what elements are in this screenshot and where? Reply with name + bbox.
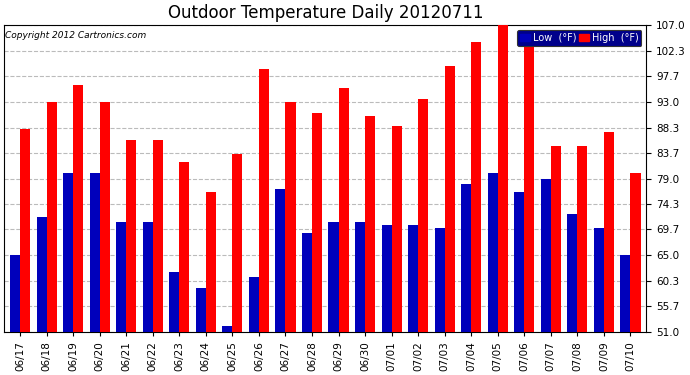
- Bar: [488, 173, 497, 332]
- Bar: [339, 88, 348, 332]
- Bar: [10, 255, 20, 332]
- Bar: [47, 102, 57, 332]
- Bar: [594, 228, 604, 332]
- Bar: [365, 116, 375, 332]
- Bar: [328, 222, 339, 332]
- Bar: [116, 222, 126, 332]
- Text: Copyright 2012 Cartronics.com: Copyright 2012 Cartronics.com: [6, 31, 147, 40]
- Bar: [152, 140, 163, 332]
- Bar: [461, 184, 471, 332]
- Bar: [99, 102, 110, 332]
- Bar: [408, 225, 418, 332]
- Bar: [435, 228, 444, 332]
- Bar: [392, 126, 402, 332]
- Bar: [275, 189, 286, 332]
- Bar: [73, 86, 83, 332]
- Bar: [37, 217, 47, 332]
- Bar: [222, 327, 233, 332]
- Bar: [444, 66, 455, 332]
- Bar: [312, 113, 322, 332]
- Bar: [631, 173, 640, 332]
- Bar: [169, 272, 179, 332]
- Bar: [90, 173, 99, 332]
- Bar: [233, 154, 242, 332]
- Bar: [471, 42, 482, 332]
- Bar: [126, 140, 137, 332]
- Bar: [63, 173, 73, 332]
- Bar: [604, 132, 614, 332]
- Bar: [620, 255, 631, 332]
- Bar: [196, 288, 206, 332]
- Legend: Low  (°F), High  (°F): Low (°F), High (°F): [518, 30, 642, 46]
- Bar: [541, 178, 551, 332]
- Bar: [179, 162, 189, 332]
- Bar: [418, 99, 428, 332]
- Bar: [20, 129, 30, 332]
- Bar: [551, 146, 561, 332]
- Bar: [259, 69, 269, 332]
- Bar: [578, 146, 587, 332]
- Bar: [524, 39, 534, 332]
- Bar: [143, 222, 152, 332]
- Bar: [355, 222, 365, 332]
- Bar: [382, 225, 392, 332]
- Bar: [497, 25, 508, 332]
- Bar: [514, 192, 524, 332]
- Bar: [249, 277, 259, 332]
- Bar: [206, 192, 216, 332]
- Bar: [286, 102, 295, 332]
- Bar: [567, 214, 578, 332]
- Bar: [302, 233, 312, 332]
- Title: Outdoor Temperature Daily 20120711: Outdoor Temperature Daily 20120711: [168, 4, 483, 22]
